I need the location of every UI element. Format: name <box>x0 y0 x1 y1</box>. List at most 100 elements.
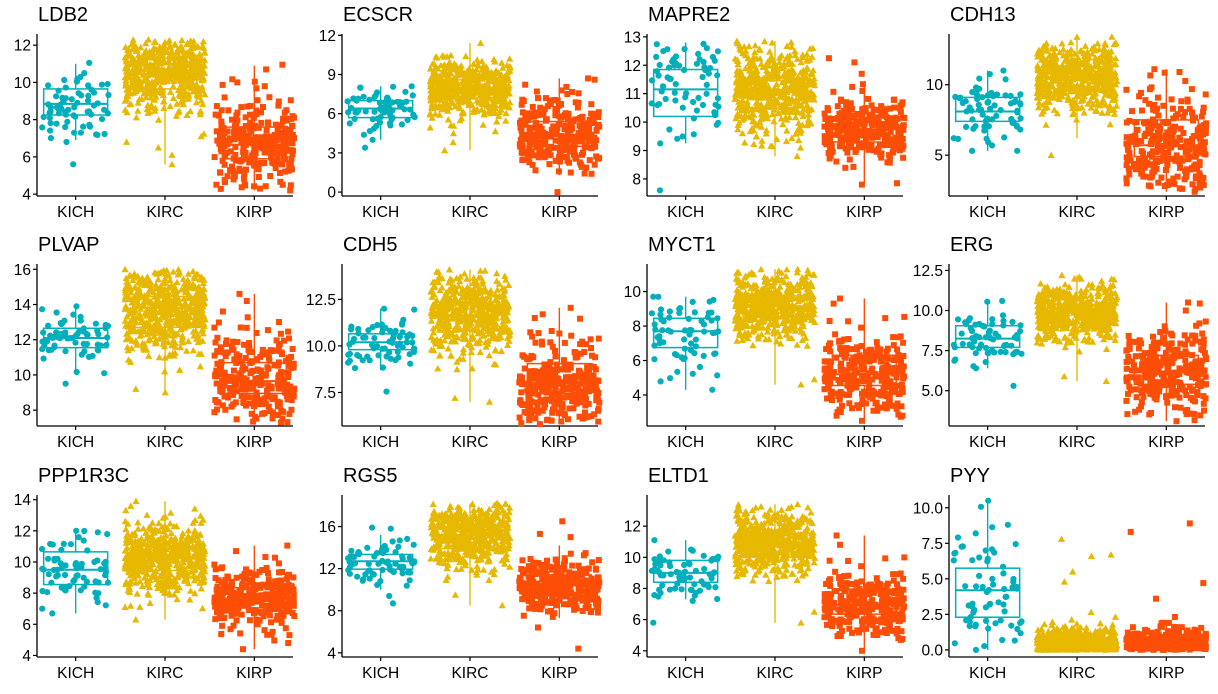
data-point <box>463 283 471 290</box>
data-point <box>122 322 130 329</box>
data-point <box>808 105 816 113</box>
data-point <box>153 283 161 290</box>
data-point <box>212 339 219 346</box>
data-point <box>897 103 904 109</box>
data-point <box>285 374 292 380</box>
data-point <box>1132 135 1139 142</box>
data-point <box>542 141 549 148</box>
data-point <box>279 181 286 188</box>
data-point <box>53 329 60 336</box>
data-point <box>165 308 173 316</box>
data-point <box>273 149 280 156</box>
data-point <box>498 59 506 66</box>
group-kirp <box>1123 66 1210 195</box>
data-point <box>1123 154 1130 161</box>
data-point <box>858 70 865 77</box>
data-point <box>858 181 865 188</box>
data-point <box>588 170 595 177</box>
data-point <box>168 47 176 54</box>
data-point <box>792 113 800 121</box>
data-point <box>886 152 893 159</box>
data-point <box>674 135 681 142</box>
data-point <box>502 82 510 89</box>
data-point <box>180 280 189 287</box>
data-point <box>585 75 591 82</box>
data-point <box>168 301 176 308</box>
data-point <box>762 130 770 137</box>
data-point <box>562 135 569 142</box>
data-point <box>774 98 782 105</box>
data-point <box>459 349 467 356</box>
data-point <box>165 36 173 44</box>
data-point <box>853 146 859 153</box>
data-point <box>593 153 600 160</box>
data-point <box>104 322 112 329</box>
data-point <box>149 52 157 59</box>
data-point <box>492 91 500 98</box>
data-point <box>693 107 700 114</box>
data-point <box>792 108 800 116</box>
data-point <box>900 154 907 161</box>
data-point <box>199 37 207 45</box>
data-point <box>475 71 483 78</box>
data-point <box>395 354 402 361</box>
data-point <box>543 95 549 102</box>
data-point <box>478 57 486 65</box>
data-point <box>521 136 528 143</box>
data-point <box>782 137 791 145</box>
data-point <box>269 415 276 422</box>
data-point <box>659 83 667 90</box>
data-point <box>793 55 801 62</box>
data-point <box>154 275 162 283</box>
data-point <box>214 406 220 413</box>
data-point <box>246 385 253 392</box>
data-point <box>1197 184 1204 191</box>
data-point <box>1156 128 1163 135</box>
data-point <box>105 91 112 99</box>
data-point <box>1157 134 1164 141</box>
data-point <box>859 87 866 94</box>
data-point <box>504 341 512 348</box>
data-point <box>252 134 259 141</box>
data-point <box>735 79 743 86</box>
data-point <box>859 110 866 117</box>
data-point <box>781 92 790 99</box>
data-point <box>767 101 775 108</box>
data-point <box>1149 148 1156 155</box>
data-point <box>533 144 540 151</box>
data-point <box>764 69 772 76</box>
data-point <box>123 138 131 145</box>
data-point <box>137 78 145 85</box>
group-kirc <box>427 266 514 405</box>
data-point <box>165 58 173 65</box>
data-point <box>189 267 197 275</box>
data-point <box>679 104 686 111</box>
data-point <box>780 106 788 114</box>
data-point <box>488 104 496 112</box>
data-point <box>160 98 168 105</box>
data-point <box>852 130 859 137</box>
data-point <box>551 128 557 135</box>
data-point <box>128 299 136 306</box>
data-point <box>1138 148 1145 155</box>
data-point <box>740 43 748 50</box>
data-point <box>223 340 229 347</box>
data-point <box>487 109 495 117</box>
data-point <box>153 299 161 306</box>
data-point <box>155 269 163 277</box>
data-point <box>1142 130 1149 137</box>
data-point <box>828 144 835 151</box>
data-point <box>409 92 416 99</box>
data-point <box>571 144 578 151</box>
data-point <box>899 99 906 106</box>
data-point <box>699 73 706 81</box>
data-point <box>734 57 742 64</box>
data-point <box>184 317 192 324</box>
data-point <box>540 111 547 118</box>
data-point <box>253 111 260 117</box>
data-point <box>1092 55 1100 63</box>
data-point <box>1123 175 1130 182</box>
data-point <box>519 157 526 164</box>
data-point <box>222 406 229 413</box>
data-point <box>703 90 710 97</box>
